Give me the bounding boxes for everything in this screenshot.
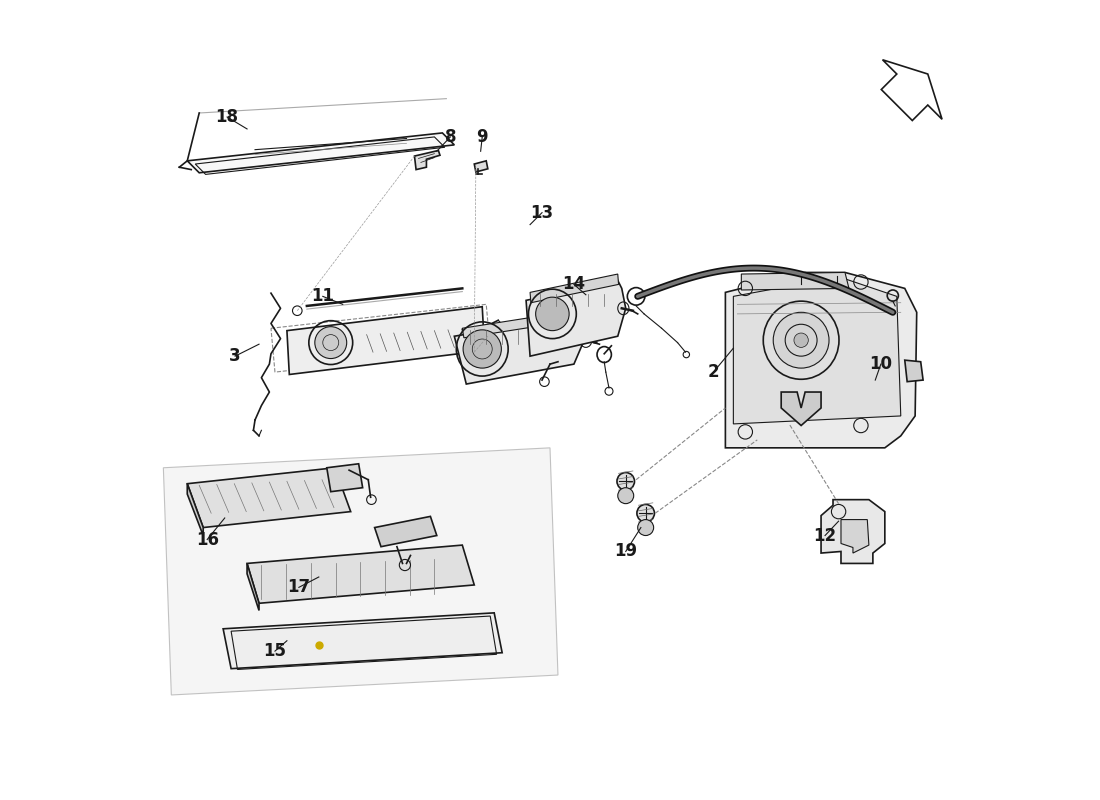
Text: 3: 3 bbox=[229, 347, 241, 365]
Ellipse shape bbox=[637, 505, 654, 522]
Polygon shape bbox=[734, 279, 901, 424]
Polygon shape bbox=[327, 464, 363, 492]
Ellipse shape bbox=[315, 326, 346, 358]
Text: 8: 8 bbox=[444, 128, 456, 146]
Polygon shape bbox=[741, 273, 849, 290]
Polygon shape bbox=[415, 150, 440, 170]
Ellipse shape bbox=[618, 488, 634, 504]
Text: 19: 19 bbox=[614, 542, 637, 561]
Polygon shape bbox=[526, 281, 626, 356]
Polygon shape bbox=[474, 161, 487, 172]
Text: 12: 12 bbox=[814, 526, 837, 545]
Polygon shape bbox=[248, 545, 474, 603]
Text: 15: 15 bbox=[264, 642, 286, 660]
Text: 14: 14 bbox=[562, 275, 585, 294]
Ellipse shape bbox=[773, 312, 829, 368]
Polygon shape bbox=[454, 316, 586, 384]
Polygon shape bbox=[287, 306, 485, 374]
Polygon shape bbox=[187, 484, 204, 535]
Text: 13: 13 bbox=[530, 204, 553, 222]
Polygon shape bbox=[187, 468, 351, 527]
Ellipse shape bbox=[617, 473, 635, 490]
Text: 10: 10 bbox=[869, 355, 892, 373]
Polygon shape bbox=[375, 516, 437, 546]
Polygon shape bbox=[223, 613, 503, 669]
Polygon shape bbox=[163, 448, 558, 695]
Polygon shape bbox=[187, 133, 454, 173]
Text: 18: 18 bbox=[216, 108, 239, 126]
Ellipse shape bbox=[638, 519, 653, 535]
Text: 17: 17 bbox=[287, 578, 310, 596]
Polygon shape bbox=[530, 274, 618, 302]
Text: 2: 2 bbox=[707, 363, 719, 381]
Polygon shape bbox=[248, 563, 258, 610]
Text: 11: 11 bbox=[311, 287, 334, 306]
Polygon shape bbox=[842, 519, 869, 553]
Text: 16: 16 bbox=[196, 530, 219, 549]
Ellipse shape bbox=[536, 297, 569, 330]
Ellipse shape bbox=[794, 333, 808, 347]
Polygon shape bbox=[821, 500, 884, 563]
Text: 9: 9 bbox=[476, 128, 488, 146]
Polygon shape bbox=[781, 392, 821, 426]
Polygon shape bbox=[462, 310, 575, 338]
Polygon shape bbox=[905, 360, 923, 382]
Ellipse shape bbox=[463, 330, 502, 368]
Polygon shape bbox=[725, 273, 916, 448]
